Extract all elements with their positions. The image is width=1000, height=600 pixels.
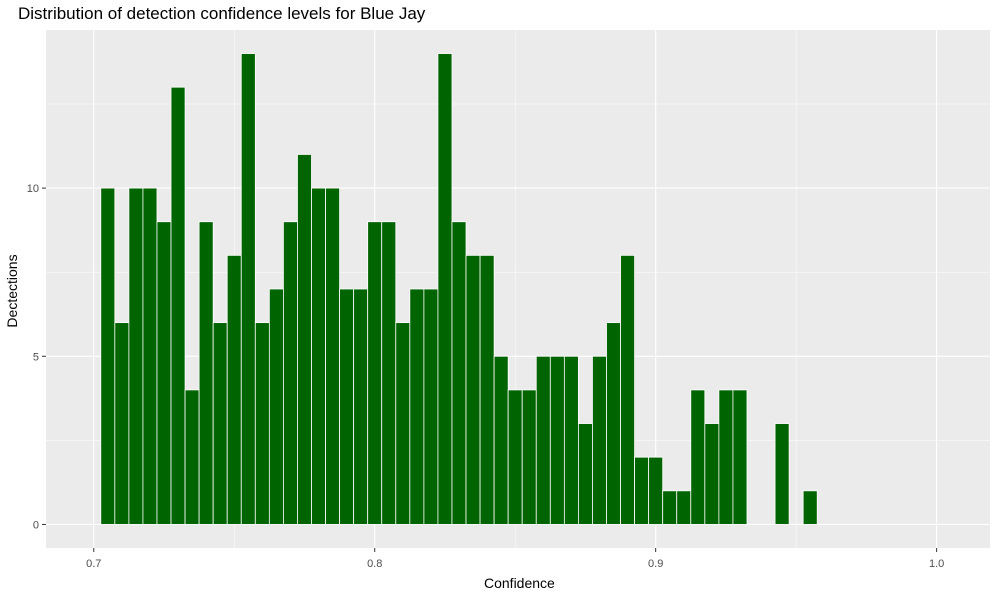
histogram-bar (226, 254, 242, 525)
histogram-bar (732, 389, 748, 525)
histogram-bar (212, 322, 228, 525)
histogram-bar (437, 53, 453, 525)
histogram-bar (704, 423, 720, 525)
histogram-bar (353, 288, 369, 525)
histogram-bar (676, 490, 692, 525)
histogram-bar (578, 423, 593, 525)
histogram-bar (170, 86, 186, 525)
histogram-bar (409, 288, 425, 525)
histogram-bar (240, 53, 256, 525)
histogram-bar (254, 322, 270, 525)
histogram-bar (606, 322, 621, 525)
x-axis-label: Confidence (484, 575, 555, 591)
histogram-bar (114, 322, 130, 525)
histogram-bar (142, 187, 158, 525)
x-axis: 0.7 0.8 0.9 1.0 (86, 548, 944, 570)
y-tick-label: 5 (33, 351, 39, 363)
histogram-bar (718, 389, 734, 525)
histogram-bar (100, 187, 116, 525)
bars (100, 53, 818, 525)
histogram-bar (367, 221, 383, 525)
y-tick-label: 0 (33, 519, 39, 531)
histogram-bar (648, 456, 664, 525)
histogram-bar (620, 254, 635, 525)
histogram-bar (662, 490, 678, 525)
histogram-bar (325, 187, 340, 525)
histogram-bar (156, 221, 172, 525)
histogram-bar (395, 322, 411, 525)
histogram-bar (479, 254, 495, 525)
y-tick-label: 10 (27, 183, 39, 195)
histogram-bar (465, 254, 481, 525)
histogram-bar (198, 221, 214, 525)
histogram-bar (802, 490, 818, 525)
histogram-bar (381, 221, 397, 525)
histogram-bar (774, 423, 790, 525)
x-tick-label: 0.9 (648, 558, 663, 570)
x-tick-label: 0.7 (86, 558, 101, 570)
histogram-bar (493, 355, 509, 525)
histogram-bar (507, 389, 523, 525)
histogram-bar (268, 288, 284, 525)
histogram-bar (535, 355, 551, 525)
histogram-bar (128, 187, 144, 525)
histogram-bar (563, 355, 579, 525)
histogram-bar (592, 355, 607, 525)
histogram-bar (184, 389, 200, 525)
histogram-bar (690, 389, 706, 525)
x-tick-label: 0.8 (367, 558, 382, 570)
histogram-bar (451, 221, 467, 525)
histogram-bar (297, 154, 312, 525)
histogram-bar (549, 355, 565, 525)
histogram-bar (339, 288, 355, 525)
histogram-bar (634, 456, 650, 525)
histogram-bar (521, 389, 537, 525)
histogram-bar (283, 221, 298, 525)
y-axis: 0 5 10 (27, 183, 46, 531)
x-tick-label: 1.0 (929, 558, 944, 570)
histogram-bar (423, 288, 439, 525)
chart-title: Distribution of detection confidence lev… (18, 4, 426, 23)
histogram-bar (311, 187, 326, 525)
